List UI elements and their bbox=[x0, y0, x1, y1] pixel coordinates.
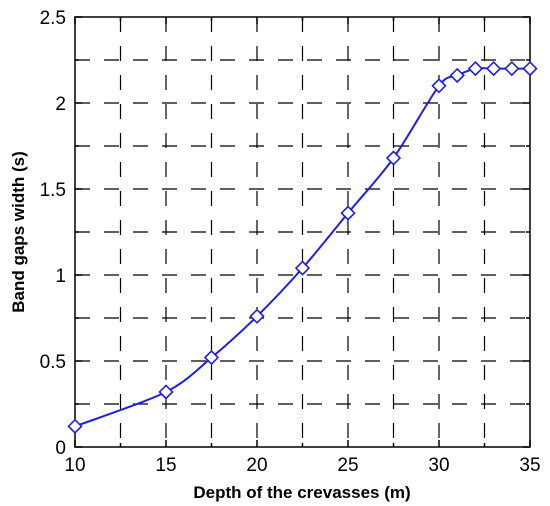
x-tick-label: 15 bbox=[155, 455, 176, 476]
grid-lines bbox=[75, 17, 530, 447]
data-point-diamond bbox=[467, 60, 484, 77]
data-point-diamond bbox=[431, 78, 447, 94]
y-tick-label: 1.5 bbox=[40, 180, 66, 201]
y-axis-title: Band gaps width (s) bbox=[9, 151, 28, 313]
x-tick-label: 25 bbox=[337, 455, 358, 476]
data-point-diamond bbox=[67, 418, 83, 434]
x-tick-label: 10 bbox=[64, 455, 85, 476]
data-point-diamond bbox=[485, 60, 502, 77]
data-point-diamond bbox=[158, 384, 174, 400]
data-point-diamond bbox=[385, 150, 402, 166]
x-tick-label: 20 bbox=[246, 455, 267, 476]
data-point-diamond bbox=[449, 67, 465, 84]
y-tick-label: 2.5 bbox=[40, 8, 66, 29]
x-tick-label: 30 bbox=[428, 455, 449, 476]
data-point-diamond bbox=[294, 260, 311, 276]
x-tick-label: 35 bbox=[519, 455, 540, 476]
data-point-diamond bbox=[504, 60, 520, 77]
axis-ticks bbox=[74, 16, 531, 448]
y-tick-labels: 0 0.5 1 1.5 2 2.5 bbox=[40, 8, 66, 459]
y-tick-label: 1 bbox=[55, 266, 66, 287]
data-point-diamond bbox=[340, 205, 356, 221]
y-tick-label: 0.5 bbox=[40, 352, 66, 373]
data-point-diamond bbox=[203, 349, 220, 366]
y-tick-label: 2 bbox=[55, 94, 66, 115]
data-series bbox=[67, 60, 538, 434]
x-axis-title: Depth of the crevasses (m) bbox=[193, 483, 410, 502]
x-tick-labels: 10 15 20 25 30 35 bbox=[64, 455, 540, 476]
data-point-diamond bbox=[522, 60, 538, 77]
data-point-diamond bbox=[249, 308, 265, 324]
y-tick-label: 0 bbox=[55, 438, 66, 459]
